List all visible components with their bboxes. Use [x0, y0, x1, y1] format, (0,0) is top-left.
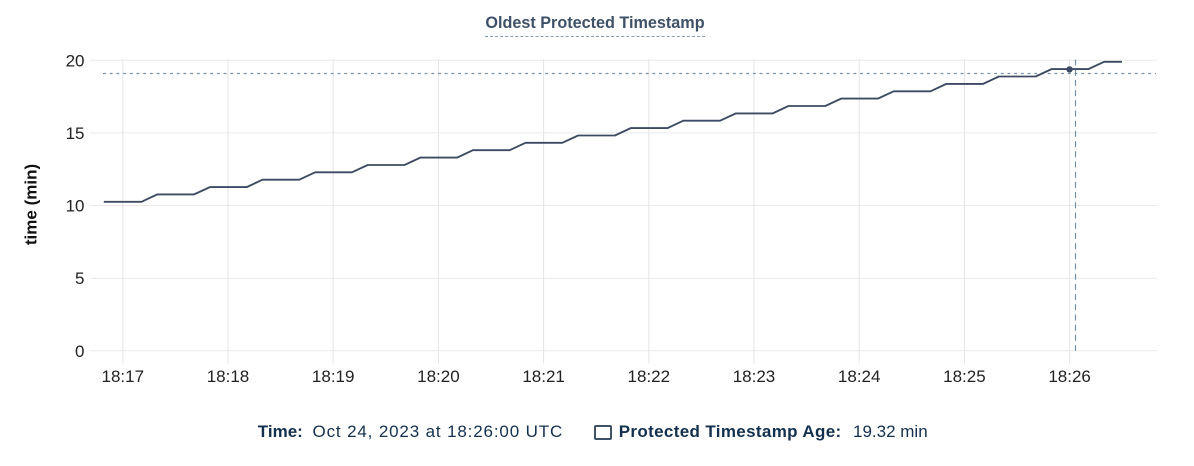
svg-text:18:19: 18:19	[312, 367, 355, 386]
svg-text:0: 0	[75, 342, 84, 361]
svg-text:18:24: 18:24	[838, 367, 881, 386]
svg-text:18:25: 18:25	[943, 367, 986, 386]
svg-text:5: 5	[75, 269, 84, 288]
svg-text:15: 15	[66, 124, 85, 143]
svg-text:18:17: 18:17	[102, 367, 145, 386]
svg-text:18:26: 18:26	[1048, 367, 1091, 386]
svg-text:18:22: 18:22	[628, 367, 671, 386]
svg-text:18:18: 18:18	[207, 367, 250, 386]
svg-text:10: 10	[66, 197, 85, 216]
svg-text:time (min): time (min)	[22, 164, 41, 245]
svg-text:20: 20	[66, 51, 85, 70]
svg-text:18:20: 18:20	[417, 367, 460, 386]
svg-text:18:23: 18:23	[733, 367, 776, 386]
svg-text:18:21: 18:21	[522, 367, 565, 386]
